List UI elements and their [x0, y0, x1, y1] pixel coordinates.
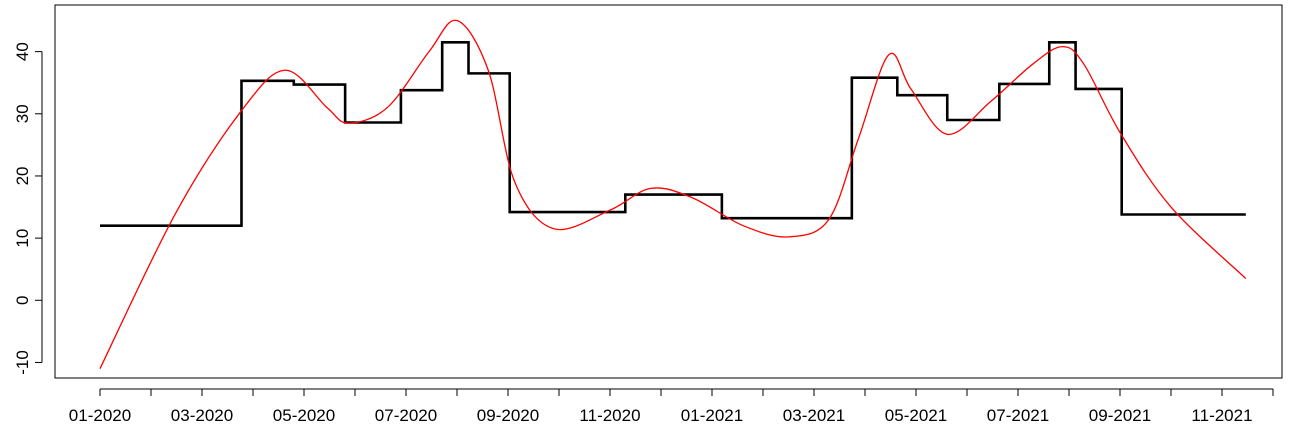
y-tick-label: 20 — [13, 166, 32, 185]
y-tick-label: 10 — [13, 229, 32, 248]
x-axis: 01-2020 03-2020 05-2020 07-2020 09-2020 11-20… — [69, 388, 1274, 425]
x-tick-label: 05-2021 — [885, 406, 947, 425]
x-tick-label: 09-2020 — [477, 406, 539, 425]
y-tick-label: -10 — [13, 350, 32, 375]
plot-frame — [54, 4, 1283, 379]
x-tick-label: 11-2021 — [1191, 406, 1252, 425]
step-series-line — [100, 41, 1246, 227]
x-tick-label: 05-2020 — [273, 406, 335, 425]
y-tick-label: 40 — [13, 42, 32, 61]
y-tick-label: 30 — [13, 104, 32, 123]
x-tick-label: 07-2020 — [375, 406, 437, 425]
series-layer — [99, 19, 1247, 369]
x-tick-label: 11-2020 — [579, 406, 640, 425]
x-tick-label: 07-2021 — [987, 406, 1049, 425]
x-tick-label: 09-2021 — [1089, 406, 1151, 425]
y-axis: -10 0 10 20 30 40 — [13, 42, 43, 375]
y-tick-label: 0 — [13, 296, 32, 305]
x-tick-label: 03-2020 — [171, 406, 233, 425]
x-tick-label: 01-2020 — [69, 406, 131, 425]
x-tick-label: 01-2021 — [681, 406, 743, 425]
x-tick-label: 03-2021 — [783, 406, 845, 425]
smooth-series-line — [99, 19, 1247, 369]
